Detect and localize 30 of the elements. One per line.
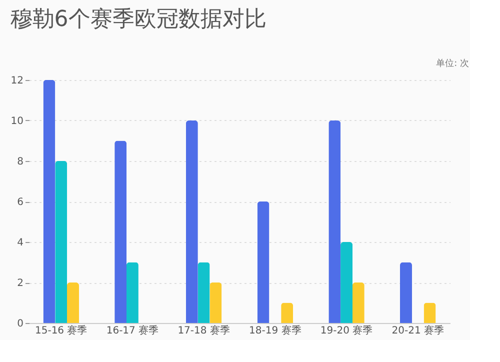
bar bbox=[114, 140, 127, 323]
bar bbox=[126, 262, 138, 323]
x-tick-label: 15-16 赛季 bbox=[34, 324, 88, 336]
y-tick-label: 4 bbox=[17, 238, 24, 248]
bar bbox=[43, 80, 56, 323]
x-tick-label: 16-17 赛季 bbox=[106, 324, 159, 336]
x-tick-label: 19-20 赛季 bbox=[320, 324, 373, 336]
text: 单位: 次 bbox=[436, 58, 469, 69]
bar bbox=[281, 302, 294, 323]
bar bbox=[198, 262, 210, 323]
x-tick-label: 18-19 赛季 bbox=[249, 324, 302, 336]
bar bbox=[328, 120, 341, 323]
y-tick-label: 8 bbox=[17, 156, 24, 168]
bar bbox=[67, 282, 80, 323]
bar bbox=[424, 302, 436, 323]
bar bbox=[186, 120, 198, 323]
bar bbox=[400, 262, 412, 323]
chart-title: 穆勒6个赛季欧冠数据对比 bbox=[10, 7, 266, 32]
x-tick-label: 17-18 赛季 bbox=[178, 324, 230, 336]
x-tick-label: 20-21 赛季 bbox=[392, 324, 444, 336]
y-tick-label: 12 bbox=[10, 76, 24, 86]
bar bbox=[257, 202, 270, 323]
bar bbox=[340, 242, 353, 323]
bar bbox=[352, 282, 364, 323]
y-tick-label: 0 bbox=[17, 318, 24, 330]
y-tick-label: 2 bbox=[17, 278, 24, 289]
bar bbox=[55, 161, 68, 323]
y-tick-label: 10 bbox=[10, 116, 24, 127]
bar bbox=[210, 282, 222, 323]
y-tick-label: 6 bbox=[17, 197, 24, 208]
